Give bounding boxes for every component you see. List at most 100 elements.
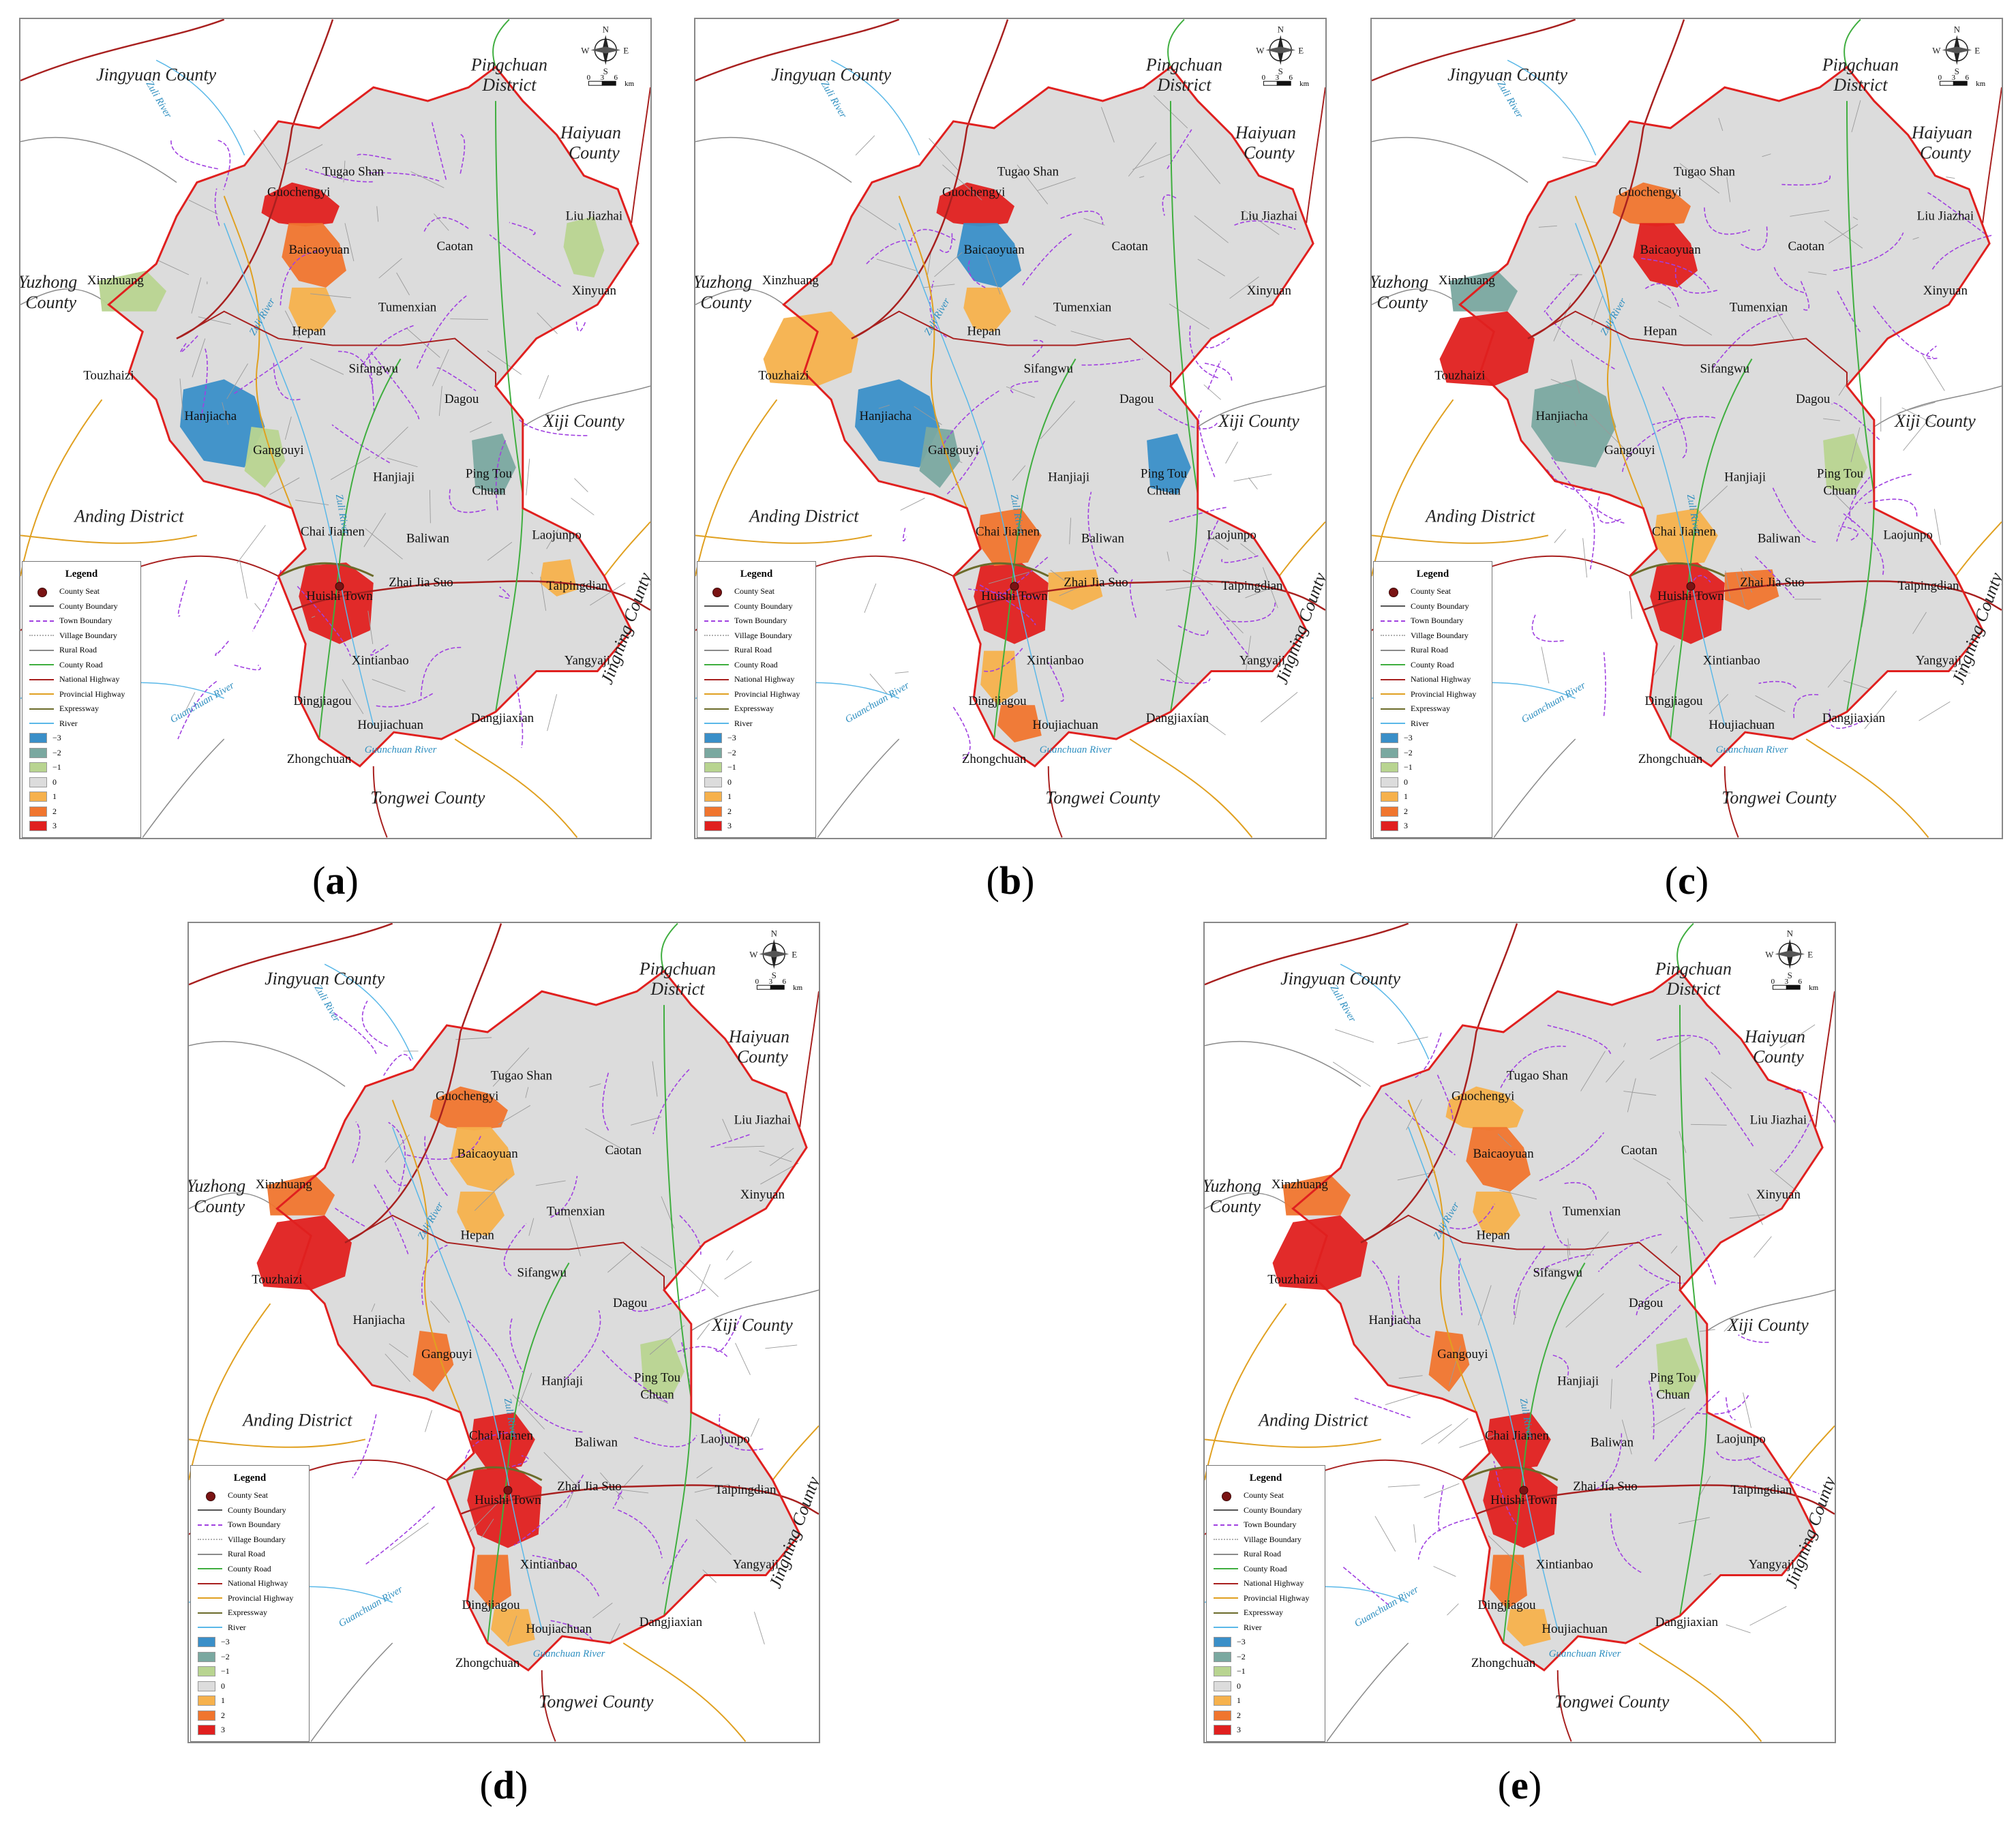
- town-label: Xintianbao: [352, 654, 409, 668]
- town-boundary: [509, 1318, 524, 1373]
- town-boundary: [364, 1506, 435, 1566]
- town-label: Sifangwu: [1700, 361, 1750, 376]
- legend-item: Village Boundary: [697, 629, 815, 644]
- legend-class: 2: [697, 804, 815, 819]
- town-label: Hanjiacha: [1535, 409, 1588, 423]
- village-boundary: [1387, 1484, 1420, 1488]
- town-label: Xinyuan: [572, 284, 617, 298]
- village-boundary: [539, 375, 550, 400]
- village-boundary: [569, 1216, 581, 1256]
- town-region-hanjiacha: [1531, 379, 1616, 468]
- outside-road: [20, 534, 198, 544]
- town-label: Houjiachuan: [1541, 1622, 1608, 1636]
- town-label: Dangjiaxian: [1655, 1615, 1719, 1629]
- county-seat-marker: [503, 1486, 513, 1495]
- town-label: Tumenxian: [1053, 301, 1112, 315]
- outside-road: [1167, 19, 1185, 67]
- river-label: Zuli River: [312, 983, 342, 1024]
- legend-class: −3: [1207, 1635, 1325, 1650]
- svg-text:E: E: [1974, 45, 1980, 55]
- legend-item: County Boundary: [1207, 1503, 1325, 1518]
- county-road: [494, 101, 524, 712]
- village-boundary: [507, 1616, 517, 1643]
- village-boundary: [643, 1393, 669, 1404]
- town-boundary: [939, 389, 1001, 450]
- town-label: Caotan: [605, 1143, 642, 1158]
- town-region-gangouyi: [1428, 1331, 1470, 1392]
- neighbor-label: Haiyuan: [560, 123, 621, 142]
- outside-road: [1326, 1642, 1409, 1742]
- town-boundary: [1927, 192, 1989, 237]
- town-label: Tugao Shan: [1507, 1069, 1569, 1083]
- legend-class: 0: [191, 1679, 309, 1694]
- town-label: Chuan: [640, 1388, 674, 1402]
- compass-icon: N S E W 0 3 6 km: [1765, 929, 1818, 993]
- village-boundary: [610, 1623, 620, 1642]
- town-region-xinzhuang: [98, 271, 167, 312]
- town-boundary: [331, 424, 391, 464]
- neighbor-label: Jingyuan County: [96, 65, 217, 85]
- village-boundary: [1711, 1072, 1732, 1089]
- outside-road: [1844, 19, 1861, 67]
- national-highway: [291, 580, 650, 612]
- village-boundary: [1934, 509, 1941, 545]
- outside-road: [1340, 963, 1430, 1060]
- town-label: Chai Jiamen: [301, 524, 365, 539]
- outside-road: [189, 1192, 277, 1209]
- village-boundary: [735, 1342, 751, 1375]
- village-boundary: [1861, 599, 1867, 627]
- map-canvas: Tugao Shan Guochengyi Liu Jiazhai Caotan Bai…: [20, 19, 650, 838]
- neighbor-label: District: [1156, 75, 1212, 95]
- town-boundary: [423, 217, 469, 233]
- village-boundary: [295, 500, 329, 505]
- legend-title: Legend: [1416, 569, 1449, 579]
- town-region-baicaoyuan: [957, 223, 1021, 288]
- town-label: Tumenxian: [378, 301, 437, 315]
- town-boundary: [436, 367, 477, 391]
- village-boundary: [1245, 584, 1279, 599]
- village-boundary: [1499, 1190, 1537, 1200]
- town-label: Sifangwu: [349, 361, 399, 376]
- map-panel-a: Tugao Shan Guochengyi Liu Jiazhai Caotan Bai…: [19, 18, 652, 839]
- village-boundary: [367, 610, 374, 644]
- village-boundary: [1101, 106, 1115, 142]
- svg-text:0: 0: [1938, 74, 1942, 82]
- provincial-highway: [898, 196, 968, 509]
- town-label: Laojunpo: [1207, 528, 1256, 542]
- village-boundary: [1385, 1393, 1421, 1405]
- outside-road: [1372, 19, 1576, 82]
- town-label: Caotan: [1788, 239, 1824, 254]
- svg-text:S: S: [1788, 970, 1792, 980]
- village-boundary: [450, 318, 489, 320]
- national-highway: [1642, 580, 2002, 612]
- village-boundary: [269, 477, 300, 495]
- legend-class: 1: [191, 1693, 309, 1708]
- village-boundary: [239, 560, 248, 599]
- neighbor-label: Pingchuan: [1822, 55, 1899, 74]
- village-boundary: [1726, 1624, 1751, 1633]
- town-boundary: [1204, 337, 1231, 348]
- outside-road: [1205, 923, 1409, 986]
- village-boundary: [226, 363, 248, 400]
- town-label: Liu Jiazhai: [1917, 209, 1974, 223]
- village-boundary: [1132, 153, 1171, 170]
- town-label: Hanjiaji: [373, 470, 415, 485]
- river-label: Guanchuan River: [533, 1648, 605, 1659]
- town-label: Dangjiaxian: [1822, 711, 1886, 725]
- legend-item: River: [22, 717, 140, 732]
- town-boundary: [370, 644, 389, 656]
- town-boundary: [1773, 267, 1806, 294]
- town-region-chai-jiamen: [470, 1412, 535, 1471]
- town-label: Sifangwu: [1024, 361, 1074, 376]
- town-boundary: [1203, 362, 1233, 381]
- town-boundary: [252, 569, 282, 632]
- village-boundary: [1248, 477, 1258, 489]
- legend-title: Legend: [65, 569, 98, 579]
- village-boundary: [1567, 1238, 1571, 1256]
- village-boundary: [1584, 1231, 1609, 1260]
- legend-class: 0: [697, 775, 815, 790]
- legend-item: Town Boundary: [697, 614, 815, 629]
- town-label: Touzhaizi: [1267, 1272, 1318, 1286]
- outside-road: [695, 534, 873, 544]
- neighbor-label: District: [481, 75, 537, 95]
